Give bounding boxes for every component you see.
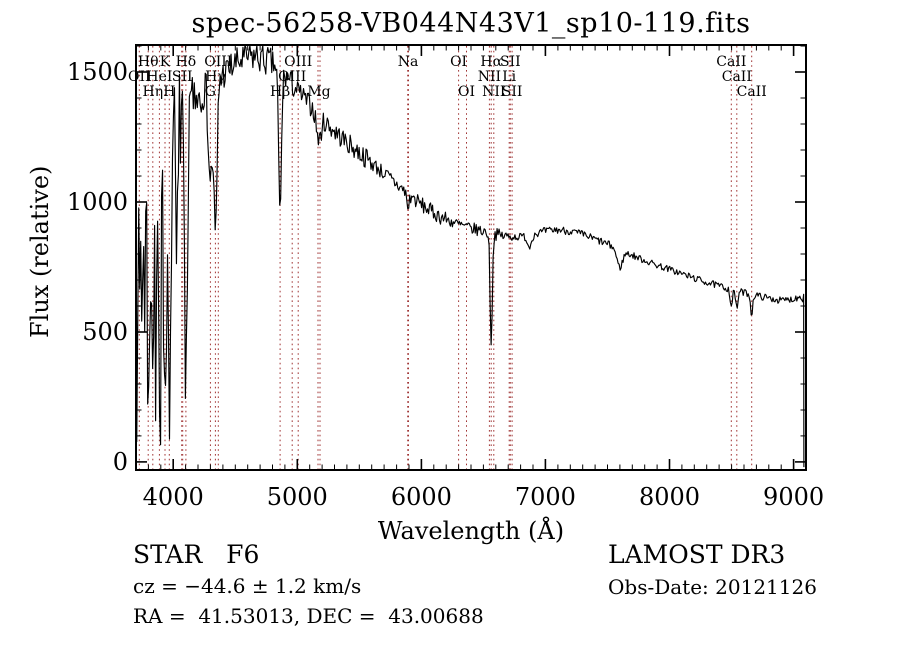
x-tick-label: 6000 (391, 483, 452, 511)
spectral-line-label: CaII (722, 69, 752, 85)
spectral-line-label: Hα (480, 54, 502, 70)
y-tick-label: 500 (82, 318, 128, 346)
y-tick-label: 1000 (67, 188, 128, 216)
spectral-line-label: OIII (204, 54, 232, 70)
spectral-line-label: Hθ (138, 54, 159, 70)
spectral-line-label: OIII (284, 54, 312, 70)
spectral-line-label: Na (398, 54, 419, 70)
spectral-line-label: SII (502, 84, 523, 100)
spectral-line-label: K (160, 54, 171, 70)
x-tick-label: 4000 (143, 483, 204, 511)
spectral-line-label: OI (458, 84, 475, 100)
spectral-line-label: NII (478, 69, 501, 85)
spectral-line-label: OIII (278, 69, 306, 85)
plot-frame (135, 44, 807, 471)
y-axis-title: Flux (relative) (26, 165, 54, 338)
x-tick-label: 8000 (639, 483, 700, 511)
y-tick-label: 1500 (67, 58, 128, 86)
y-tick-label: 0 (113, 448, 128, 476)
spectral-line-label: H (163, 84, 175, 100)
spectral-line-label: CaII (737, 84, 767, 100)
object-class-text: STAR F6 (133, 540, 260, 569)
spectral-line-label: OI (450, 54, 467, 70)
spectral-line-label: SII (500, 54, 521, 70)
x-axis-title: Wavelength (Å) (377, 517, 565, 545)
spectral-line-label: OII (128, 69, 151, 85)
obs-date-text: Obs-Date: 20121126 (608, 575, 817, 599)
survey-release-text: LAMOST DR3 (608, 540, 786, 569)
spectral-line-label: CaII (716, 54, 746, 70)
plot-title: spec-56258-VB044N43V1_sp10-119.fits (191, 8, 751, 39)
radial-velocity-text: cz = −44.6 ± 1.2 km/s (133, 574, 362, 598)
ra-dec-text: RA = 41.53013, DEC = 43.00688 (133, 604, 484, 628)
spectral-line-label: SII (172, 69, 193, 85)
spectral-line-label: Hδ (176, 54, 197, 70)
x-tick-label: 5000 (267, 483, 328, 511)
x-tick-label: 7000 (515, 483, 576, 511)
spectral-line-label: G (205, 84, 216, 100)
spectral-line-label: Li (502, 69, 516, 85)
spectral-line-label: Hβ (270, 84, 290, 100)
spectral-line-label: Mg (307, 84, 330, 100)
spectrum-trace (135, 45, 805, 468)
spectral-line-label: Hγ (205, 69, 226, 85)
x-tick-label: 9000 (763, 483, 824, 511)
spectral-line-label: HeI (146, 69, 172, 85)
spectral-line-label: Hη (142, 84, 163, 100)
spectral-line-label: NII (482, 84, 505, 100)
